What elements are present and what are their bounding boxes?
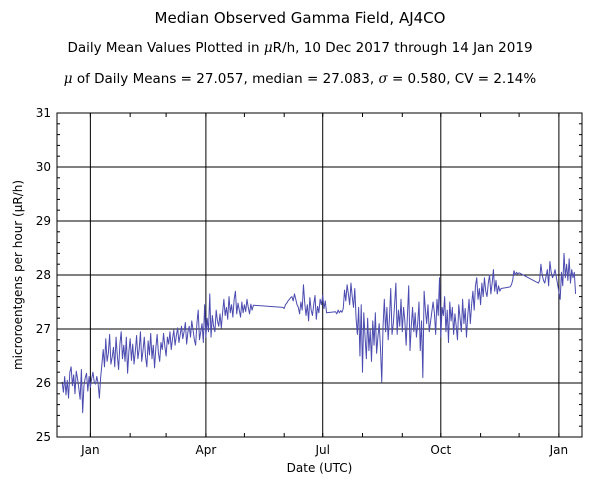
stats-sd-text: = 0.580, CV = 2.14% xyxy=(387,71,537,87)
stats-mu-symbol: μ xyxy=(63,71,73,87)
x-tick-label: Jul xyxy=(314,443,329,457)
y-tick-label: 28 xyxy=(36,268,51,282)
x-axis-label: Date (UTC) xyxy=(287,461,353,475)
chart-title: Median Observed Gamma Field, AJ4CO xyxy=(154,9,446,27)
y-tick-label: 26 xyxy=(36,376,51,390)
chart-subtitle: Daily Mean Values Plotted in μR/h, 10 De… xyxy=(0,40,600,56)
subtitle-pre: Daily Mean Values Plotted in xyxy=(67,40,264,56)
x-tick-label: Jan xyxy=(80,443,100,457)
y-tick-label: 27 xyxy=(36,322,51,336)
subtitle-mu-symbol: μ xyxy=(263,40,273,56)
x-tick-label: Jan xyxy=(549,443,569,457)
y-tick-label: 31 xyxy=(36,106,51,120)
y-axis-label: microroentgens per hour (μR/h) xyxy=(11,180,25,370)
y-tick-label: 29 xyxy=(36,214,51,228)
axis-ticks: 25 26 27 28 29 30 31 Jan Apr Jul Oct Jan xyxy=(36,106,582,457)
x-tick-label: Oct xyxy=(430,443,451,457)
subtitle-post: R/h, 10 Dec 2017 through 14 Jan 2019 xyxy=(272,40,533,56)
series-lines xyxy=(61,252,577,414)
daily-mean-series-line xyxy=(61,252,577,414)
x-tick-label: Apr xyxy=(196,443,217,457)
chart-stats-line: μ of Daily Means = 27.057, median = 27.0… xyxy=(0,71,600,87)
stats-mean-text: of Daily Means = 27.057, median = 27.083… xyxy=(72,71,379,87)
grid-lines xyxy=(57,112,582,438)
stats-sigma-symbol: σ xyxy=(378,71,388,87)
y-tick-label: 25 xyxy=(36,430,51,444)
y-tick-label: 30 xyxy=(36,160,51,174)
